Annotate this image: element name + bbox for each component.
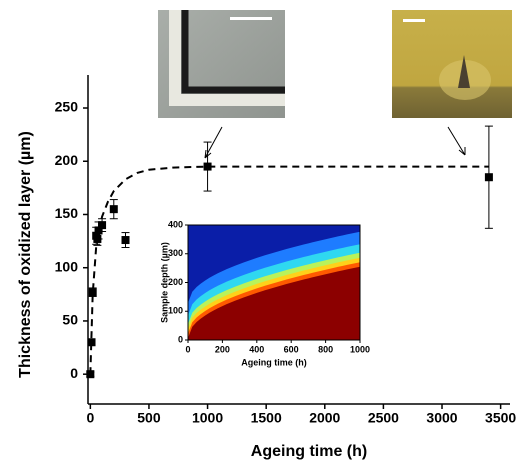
data-point — [88, 288, 97, 297]
x-tick-label: 400 — [249, 344, 264, 354]
x-tick-label: 1500 — [251, 410, 282, 426]
x-tick-label: 600 — [284, 344, 299, 354]
x-tick-label: 2000 — [309, 410, 340, 426]
heatmap-field — [188, 225, 360, 340]
data-point — [87, 338, 96, 347]
y-axis-title: Sample depth (µm) — [159, 242, 169, 323]
x-tick-label: 200 — [215, 344, 230, 354]
x-tick-label: 500 — [137, 410, 161, 426]
main-plot: 0 500 1000 1500 2000 2500 3000 3500050100150200… — [17, 75, 516, 460]
y-tick-label: 200 — [55, 152, 79, 168]
y-tick-label: 400 — [168, 219, 183, 229]
y-tick-label: 100 — [55, 258, 79, 274]
photo-inset-right — [392, 10, 512, 118]
data-point — [203, 162, 212, 171]
x-tick-label: 0 — [185, 344, 190, 354]
data-point — [86, 370, 95, 379]
x-tick-label: 2500 — [368, 410, 399, 426]
data-point — [109, 205, 118, 214]
fit-line — [89, 165, 489, 375]
y-tick-label: 200 — [168, 277, 183, 287]
y-tick-label: 0 — [178, 334, 183, 344]
arrows — [204, 126, 466, 159]
data-point — [484, 173, 493, 182]
field-band — [188, 266, 360, 340]
x-tick-label: 3500 — [485, 410, 516, 426]
y-tick-label: 300 — [168, 248, 183, 258]
y-tick-label: 150 — [55, 205, 79, 221]
x-tick-label: 0 — [86, 410, 94, 426]
y-tick-label: 250 — [55, 99, 79, 115]
x-axis-title: Ageing time (h) — [241, 357, 307, 367]
y-tick-label: 100 — [168, 306, 183, 316]
x-axis-title: Ageing time (h) — [251, 443, 367, 460]
data-point — [94, 226, 103, 235]
y-axis-title: Thickness of oxidized layer (µm) — [17, 131, 34, 378]
x-tick-label: 1000 — [192, 410, 223, 426]
data-point — [121, 236, 130, 245]
x-tick-label: 3000 — [426, 410, 457, 426]
y-tick-label: 0 — [70, 365, 78, 381]
x-tick-label: 800 — [318, 344, 333, 354]
inset-plot: 0 200 400 600 800 1000 0 100 200 300 400 Ageing tim… — [159, 219, 370, 367]
photo-inset-left — [158, 10, 285, 118]
x-tick-label: 1000 — [350, 344, 370, 354]
data-point — [98, 221, 107, 230]
y-tick-label: 50 — [62, 312, 78, 328]
